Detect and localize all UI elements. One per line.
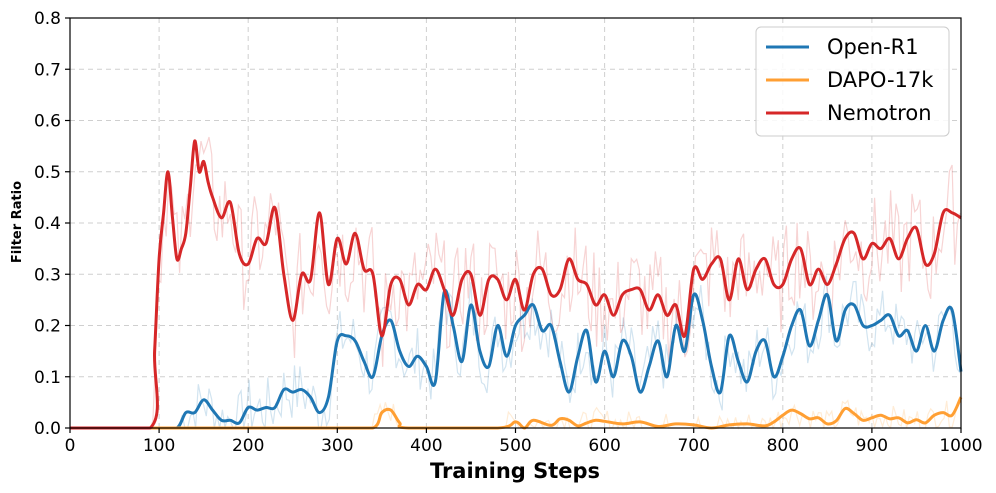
x-tick-label: 400: [410, 436, 442, 456]
y-tick-label: 0.1: [34, 368, 61, 388]
legend: Open-R1 DAPO-17k Nemotron: [755, 26, 950, 137]
x-tick-label: 200: [232, 436, 264, 456]
series-line-nemotron: [70, 139, 962, 430]
raw-trace-open-r1: [70, 275, 961, 429]
x-axis-title: Training Steps: [430, 459, 600, 483]
x-tick-label: 100: [143, 436, 175, 456]
legend-label-nemotron: Nemotron: [827, 101, 932, 125]
x-tick-label: 700: [677, 436, 709, 456]
y-tick-label: 0.6: [34, 112, 61, 132]
raw-trace-nemotron: [70, 136, 961, 429]
series-line-open-r1: [70, 288, 963, 430]
axis-ticks: 0 100 200 300 400 500 600 700 800 900 1000 0.0 0.1 0.…: [34, 9, 983, 456]
y-tick-label: 0.0: [34, 419, 61, 439]
y-axis-title: Filter Ratio: [10, 181, 25, 263]
y-tick-label: 0.3: [34, 265, 61, 285]
y-tick-label: 0.8: [34, 9, 61, 29]
y-tick-label: 0.5: [34, 163, 61, 183]
x-tick-label: 300: [321, 436, 353, 456]
x-tick-label: 800: [767, 436, 799, 456]
y-tick-label: 0.2: [34, 317, 61, 337]
x-tick-label: 1000: [939, 436, 982, 456]
y-tick-label: 0.4: [34, 214, 61, 234]
x-tick-label: 900: [856, 436, 888, 456]
x-tick-label: 500: [499, 436, 531, 456]
y-tick-label: 0.7: [34, 60, 61, 80]
x-tick-label: 600: [588, 436, 620, 456]
legend-box: [755, 26, 950, 137]
legend-label-dapo-17k: DAPO-17k: [827, 68, 934, 92]
x-tick-label: 0: [65, 436, 76, 456]
legend-label-open-r1: Open-R1: [827, 35, 919, 59]
